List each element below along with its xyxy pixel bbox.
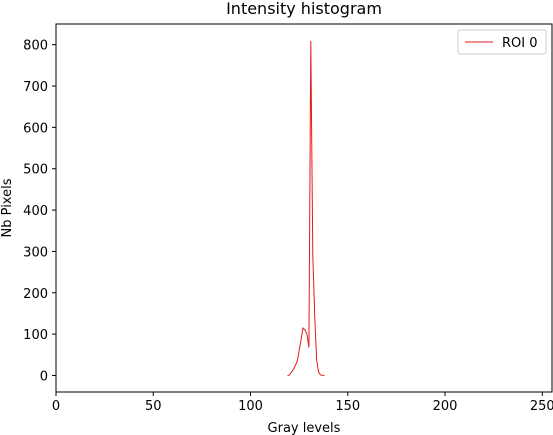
y-tick-label: 400 bbox=[23, 204, 48, 219]
x-tick-label: 50 bbox=[145, 399, 162, 414]
legend: ROI 0 bbox=[457, 29, 547, 55]
legend-label-roi-0: ROI 0 bbox=[502, 36, 538, 51]
series-layer bbox=[287, 40, 325, 376]
y-axis: 0 100 200 300 400 500 600 700 800 bbox=[23, 39, 56, 384]
x-axis: 0 50 100 150 200 250 bbox=[52, 392, 553, 414]
x-axis-label: Gray levels bbox=[268, 421, 341, 435]
y-tick-label: 600 bbox=[23, 121, 48, 136]
x-tick-label: 100 bbox=[238, 399, 263, 414]
chart-title: Intensity histogram bbox=[226, 0, 382, 18]
series-line-roi-0 bbox=[287, 40, 325, 376]
plot-frame bbox=[55, 23, 553, 393]
y-tick-label: 0 bbox=[40, 369, 48, 384]
y-tick-label: 100 bbox=[23, 328, 48, 343]
x-tick-label: 200 bbox=[433, 399, 458, 414]
y-axis-label: Nb Pixels bbox=[0, 178, 15, 237]
y-tick-label: 500 bbox=[23, 163, 48, 178]
x-tick-label: 150 bbox=[335, 399, 360, 414]
y-tick-label: 800 bbox=[23, 39, 48, 54]
y-tick-label: 200 bbox=[23, 287, 48, 302]
y-tick-label: 700 bbox=[23, 80, 48, 95]
x-tick-label: 0 bbox=[52, 399, 60, 414]
x-tick-label: 250 bbox=[530, 399, 553, 414]
plot-area: 0 50 100 150 200 250 0 100 200 300 400 500 600 700 80… bbox=[23, 23, 553, 414]
legend-box bbox=[457, 29, 547, 55]
y-tick-label: 300 bbox=[23, 245, 48, 260]
